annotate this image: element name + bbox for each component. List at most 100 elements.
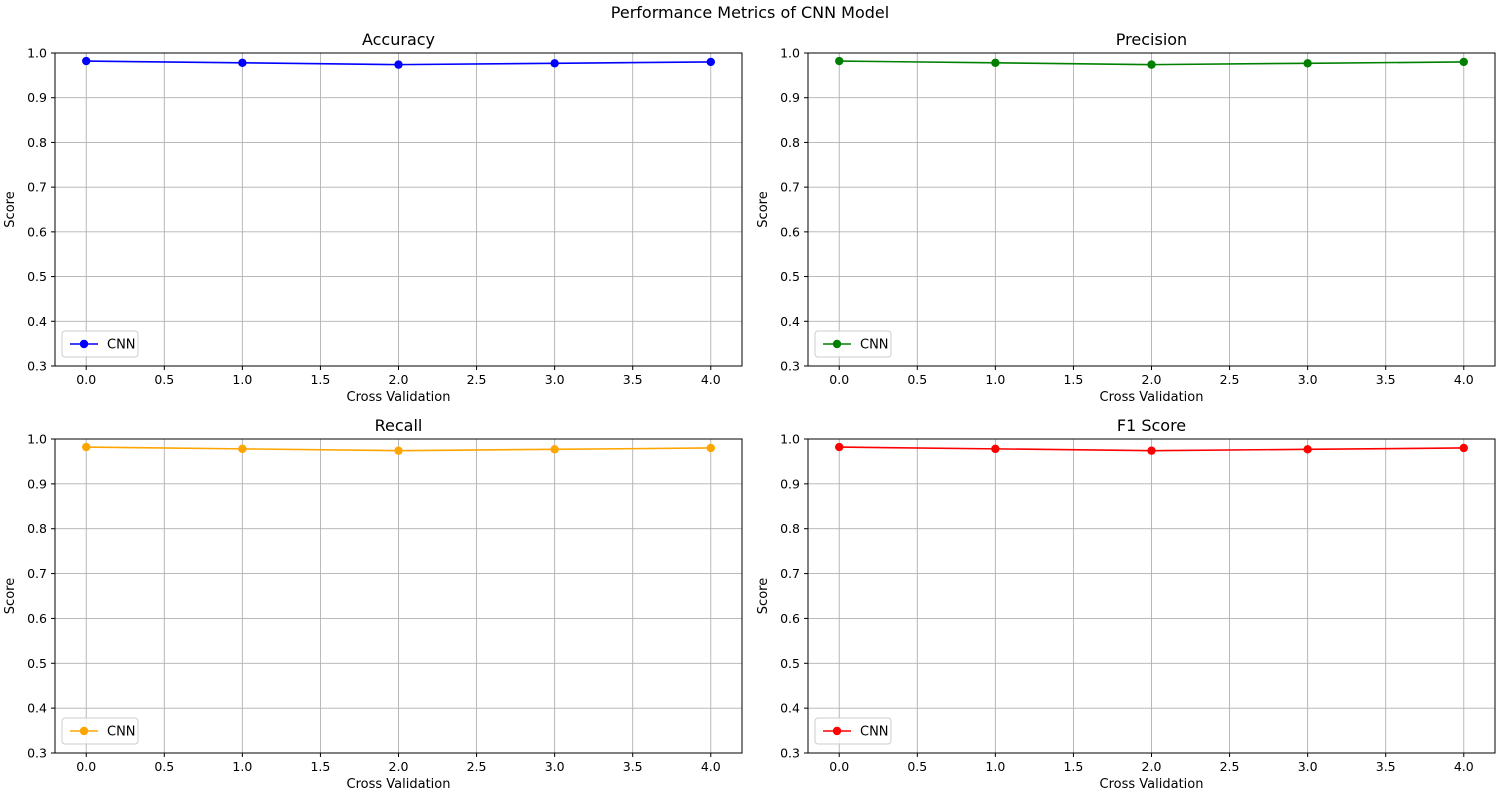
y-tick-label: 0.3 [780,359,800,374]
x-tick-label: 3.0 [545,759,565,774]
x-tick-label: 1.0 [232,372,252,387]
y-tick-label: 0.9 [27,476,47,491]
y-tick-label: 0.3 [780,746,800,761]
x-tick-label: 0.0 [76,372,96,387]
data-point [1303,445,1312,454]
legend-label: CNN [860,338,889,353]
data-point [706,57,715,67]
subplot-title: Precision [1116,30,1187,49]
data-point [991,58,1000,68]
x-tick-label: 3.5 [623,759,643,774]
y-tick-label: 0.9 [780,476,800,491]
x-tick-label: 1.5 [310,372,330,387]
legend: CNN [61,717,139,745]
y-axis-label: Score [3,578,18,614]
data-point [1147,446,1156,455]
y-tick-label: 0.7 [27,566,47,581]
x-axis-label: Cross Validation [1100,390,1204,405]
y-axis-label: Score [3,191,18,227]
x-tick-label: 0.0 [76,759,96,774]
y-tick-label: 0.4 [780,314,800,329]
y-tick-label: 0.6 [27,611,47,626]
x-tick-label: 1.5 [310,759,330,774]
x-axis-label: Cross Validation [347,390,451,405]
y-tick-label: 0.7 [780,566,800,581]
x-tick-label: 2.5 [1220,372,1240,387]
y-tick-label: 0.3 [27,746,47,761]
data-point [550,59,559,68]
subplot-accuracy: 0.0 0.5 1.0 1.5 2.0 2.5 3.0 3.5 4.0 0.3 0.4 0.5 0.6 0… [3,30,743,405]
y-tick-label: 0.7 [780,180,800,195]
data-point [1459,57,1468,67]
y-tick-label: 0.6 [780,611,800,626]
y-tick-label: 0.4 [780,701,800,716]
x-tick-label: 0.5 [907,372,927,387]
x-tick-label: 4.0 [701,372,721,387]
legend-label: CNN [860,725,889,740]
y-tick-label: 1.0 [780,432,800,447]
x-tick-label: 1.0 [985,759,1005,774]
legend: CNN [61,330,139,358]
y-axis-label: Score [756,191,771,227]
data-point [1303,59,1312,68]
axes-frame [807,52,1496,367]
data-point [835,442,844,452]
data-point [238,58,247,68]
y-tick-label: 0.4 [27,314,47,329]
y-tick-label: 0.8 [780,135,800,150]
legend-box [814,717,892,745]
x-tick-label: 3.0 [1298,372,1318,387]
legend-box [814,330,892,358]
data-point [550,445,559,454]
x-tick-label: 0.5 [154,759,174,774]
data-point [1459,443,1468,453]
data-point [82,56,91,66]
x-tick-label: 2.0 [389,759,409,774]
legend: CNN [814,330,892,358]
x-tick-label: 0.5 [154,372,174,387]
y-tick-label: 1.0 [27,46,47,61]
legend-label: CNN [107,725,136,740]
figure-suptitle: Performance Metrics of CNN Model [611,3,889,22]
x-tick-label: 2.0 [389,372,409,387]
y-tick-label: 0.6 [27,224,47,239]
legend: CNN [814,717,892,745]
y-tick-label: 0.3 [27,359,47,374]
subplot-title: F1 Score [1117,416,1186,435]
x-tick-label: 4.0 [1454,372,1474,387]
x-tick-label: 3.5 [623,372,643,387]
subplot-title: Accuracy [362,30,435,49]
x-tick-label: 1.5 [1063,372,1083,387]
legend-marker-swatch [832,339,842,349]
x-tick-label: 2.0 [1142,759,1162,774]
x-tick-label: 1.0 [985,372,1005,387]
x-tick-label: 3.5 [1376,372,1396,387]
data-point [1147,60,1156,69]
y-tick-label: 0.9 [780,90,800,105]
x-tick-label: 2.5 [1220,759,1240,774]
x-tick-label: 2.5 [467,372,487,387]
axes-frame [54,52,743,367]
x-tick-label: 3.0 [545,372,565,387]
y-tick-label: 0.6 [780,224,800,239]
subplot-title: Recall [375,416,423,435]
y-tick-label: 0.8 [780,521,800,536]
x-tick-label: 0.5 [907,759,927,774]
y-axis-label: Score [756,578,771,614]
data-point [706,443,715,453]
x-tick-label: 3.0 [1298,759,1318,774]
x-tick-label: 4.0 [1454,759,1474,774]
subplot-recall: 0.0 0.5 1.0 1.5 2.0 2.5 3.0 3.5 4.0 0.3 0.4 0.5 0.6 0… [3,416,743,792]
y-tick-label: 0.8 [27,521,47,536]
axes-frame [54,438,743,754]
axes-frame [807,438,1496,754]
data-point [82,442,91,452]
legend-marker-swatch [832,726,842,736]
y-tick-label: 0.4 [27,701,47,716]
x-tick-label: 2.5 [467,759,487,774]
data-point [394,446,403,455]
legend-box [61,717,139,745]
x-tick-label: 4.0 [701,759,721,774]
y-tick-label: 0.5 [780,269,800,284]
y-tick-label: 0.8 [27,135,47,150]
